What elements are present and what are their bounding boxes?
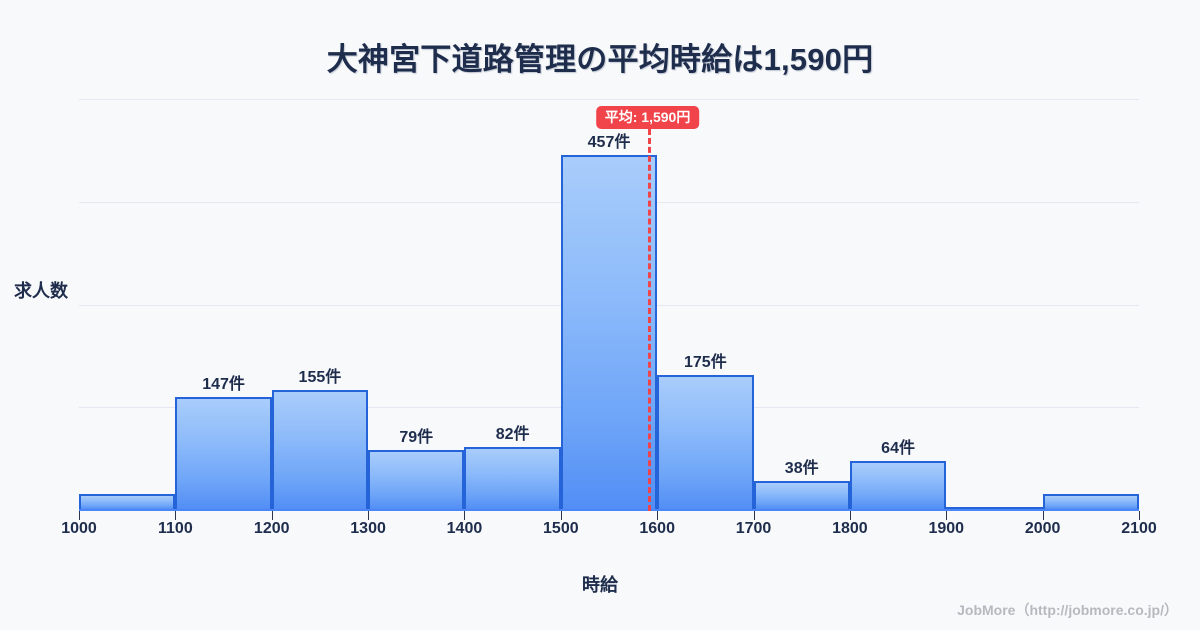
bar-value-label-1200-1300: 155件 — [298, 369, 342, 387]
x-tick-label-1800: 1800 — [832, 520, 868, 537]
bar-1300-1400[interactable] — [368, 449, 465, 511]
x-axis-line — [79, 509, 1139, 511]
bar-value-label-1700-1800: 38件 — [784, 460, 819, 478]
x-tick-1200 — [271, 511, 273, 520]
x-tick-1500 — [560, 511, 562, 520]
x-tick-2100 — [1139, 511, 1140, 520]
chart-title: 大神宮下道路管理の平均時給は1,590円 — [326, 42, 874, 77]
x-tick-label-1300: 1300 — [350, 520, 386, 537]
y-axis-title: 求人数 — [14, 281, 68, 301]
x-tick-label-1200: 1200 — [253, 520, 290, 537]
x-tick-1600 — [657, 511, 659, 520]
x-tick-label-2000: 2000 — [1024, 520, 1061, 537]
bar-value-label-1400-1500: 82件 — [495, 426, 530, 444]
x-tick-1000 — [79, 511, 80, 520]
bar-1100-1200[interactable] — [175, 396, 272, 511]
x-tick-label-1400: 1400 — [446, 520, 483, 537]
gridline-3 — [79, 99, 1139, 100]
bar-series: 147件 155件 79件 82件 457件 175件 38件 64件 — [79, 100, 1139, 511]
x-tick-1700 — [753, 511, 755, 520]
bar-value-label-1100-1200: 147件 — [202, 375, 245, 393]
x-tick-label-2100: 2100 — [1121, 520, 1157, 537]
x-tick-label-1600: 1600 — [639, 520, 675, 537]
x-tick-1900 — [946, 511, 948, 520]
watermark: JobMore（http://jobmore.co.jp/） — [957, 602, 1178, 618]
x-tick-label-1100: 1100 — [158, 520, 193, 537]
bar-value-label-1600-1700: 175件 — [684, 353, 727, 371]
bar-value-label-1500-1600: 457件 — [587, 134, 631, 152]
x-tick-1100 — [175, 511, 177, 520]
average-badge[interactable]: 平均: 1,590円 — [595, 106, 700, 129]
bar-value-label-1300-1400: 79件 — [399, 428, 434, 446]
bar-value-label-1800-1900: 64件 — [881, 440, 915, 458]
x-tick-1300 — [368, 511, 370, 520]
x-tick-1800 — [849, 511, 851, 520]
plot-area: 147件 155件 79件 82件 457件 175件 38件 64件 — [79, 99, 1139, 511]
bar-1200-1300[interactable] — [271, 390, 369, 511]
x-tick-label-1700: 1700 — [735, 520, 772, 537]
bar-1800-1900[interactable] — [849, 461, 947, 511]
x-tick-label-1500: 1500 — [543, 520, 579, 537]
average-line — [647, 129, 651, 511]
bar-1600-1700[interactable] — [657, 374, 754, 511]
bar-1400-1500[interactable] — [464, 447, 561, 511]
x-tick-label-1000: 1000 — [61, 520, 97, 537]
x-axis-title: 時給 — [582, 575, 618, 595]
bar-1500-1600[interactable] — [560, 155, 658, 511]
x-tick-2000 — [1042, 511, 1044, 520]
x-tick-1400 — [464, 511, 466, 520]
x-tick-label-1900: 1900 — [928, 520, 965, 537]
bar-1700-1800[interactable] — [753, 481, 850, 511]
